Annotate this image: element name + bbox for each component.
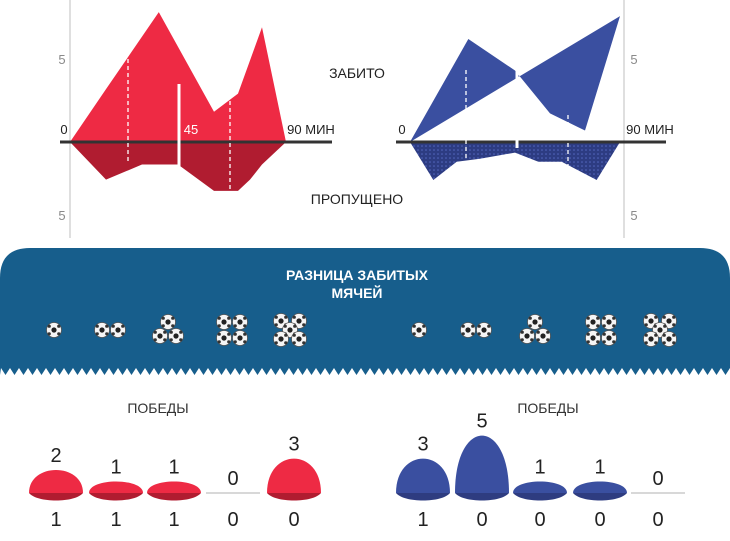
soccer-ball-icon [110, 322, 126, 338]
soccer-ball-icon [535, 328, 551, 344]
soccer-ball-icon [527, 314, 543, 330]
wins-top-label: 1 [110, 457, 121, 479]
wins-bottom-label: 1 [110, 509, 121, 531]
right-area-layer [410, 16, 620, 180]
soccer-ball-icon [661, 331, 677, 347]
right-wins-title: ПОБЕДЫ [517, 400, 578, 416]
wins-top-label: 3 [417, 434, 428, 456]
wins-layer: 2 1 1 1 1 1 0 0 3 0 3 1 5 0 1 0 1 0 0 0 [29, 411, 685, 531]
band-shape [0, 248, 730, 375]
left-x-mid-label: 45 [184, 122, 198, 137]
conceded-label: ПРОПУЩЕНО [311, 191, 404, 207]
wins-top-label: 3 [288, 434, 299, 456]
left-x-end-label: 90 МИН [287, 122, 335, 137]
wins-bottom-label: 0 [227, 509, 238, 531]
left-area-chart: 5 5 0 45 90 МИН [58, 0, 335, 238]
wins-bottom-label: 0 [652, 509, 663, 531]
wins-top-label: 5 [476, 411, 487, 433]
soccer-ball-icon [168, 328, 184, 344]
right-x-end-label: 90 МИН [626, 122, 674, 137]
losses-cap [513, 493, 567, 501]
left-y-tick-top: 5 [58, 52, 65, 67]
wins-bottom-label: 0 [594, 509, 605, 531]
wins-dome [573, 481, 627, 493]
soccer-ball-icon [585, 314, 601, 330]
right-y-tick-bottom: 5 [630, 208, 637, 223]
wins-bottom-label: 0 [288, 509, 299, 531]
goal-difference-band: РАЗНИЦА ЗАБИТЫХ МЯЧЕЙ [0, 248, 730, 375]
right-y-tick-top: 5 [630, 52, 637, 67]
soccer-ball-icon [585, 330, 601, 346]
wins-bottom-label: 1 [168, 509, 179, 531]
soccer-ball-icon [476, 322, 492, 338]
wins-dome [513, 481, 567, 493]
soccer-ball-icon [519, 328, 535, 344]
losses-cap [147, 493, 201, 501]
soccer-ball-icon [460, 322, 476, 338]
wins-top-label: 1 [534, 457, 545, 479]
wins-bottom-label: 1 [417, 509, 428, 531]
wins-bottom-label: 0 [476, 509, 487, 531]
wins-dome [147, 481, 201, 493]
soccer-ball-icon [411, 322, 427, 338]
wins-dome [29, 470, 83, 493]
soccer-ball-icon [601, 330, 617, 346]
losses-cap [267, 493, 321, 501]
losses-cap [396, 493, 450, 501]
wins-top-label: 1 [168, 457, 179, 479]
right-x-start-label: 0 [398, 122, 405, 137]
scored-label: ЗАБИТО [329, 65, 385, 81]
left-area-layer [70, 12, 286, 191]
wins-dome [455, 435, 509, 493]
soccer-ball-icon [94, 322, 110, 338]
soccer-ball-icon [216, 314, 232, 330]
right-x-mid-label: 45 [522, 122, 536, 137]
right-area-chart: 5 5 0 45 90 МИН [396, 0, 674, 238]
left-y-tick-bottom: 5 [58, 208, 65, 223]
losses-cap [29, 493, 83, 501]
wins-dome [267, 458, 321, 493]
losses-cap [455, 493, 509, 501]
wins-top-label: 1 [594, 457, 605, 479]
soccer-ball-icon [601, 314, 617, 330]
soccer-ball-icon [643, 331, 659, 347]
ball-groups [46, 313, 677, 347]
left-x-start-label: 0 [60, 122, 67, 137]
soccer-ball-icon [46, 322, 62, 338]
losses-cap [573, 493, 627, 501]
soccer-ball-icon [232, 330, 248, 346]
wins-top-label: 2 [50, 445, 61, 467]
conceded-area-right [410, 142, 620, 180]
band-title-line-1: РАЗНИЦА ЗАБИТЫХ [286, 267, 429, 283]
soccer-ball-icon [232, 314, 248, 330]
losses-cap [89, 493, 143, 501]
wins-top-label: 0 [652, 468, 663, 490]
soccer-ball-icon [216, 330, 232, 346]
band-title-line-2: МЯЧЕЙ [332, 284, 383, 301]
scored-area-right [410, 16, 620, 142]
left-wins-title: ПОБЕДЫ [127, 400, 188, 416]
conceded-area-left [70, 142, 286, 191]
soccer-ball-icon [160, 314, 176, 330]
scored-area-left [70, 12, 286, 143]
wins-top-label: 0 [227, 468, 238, 490]
soccer-ball-icon [291, 331, 307, 347]
wins-bottom-label: 0 [534, 509, 545, 531]
soccer-ball-icon [152, 328, 168, 344]
wins-dome [89, 481, 143, 493]
wins-bottom-label: 1 [50, 509, 61, 531]
wins-dome [396, 458, 450, 493]
soccer-ball-icon [273, 331, 289, 347]
